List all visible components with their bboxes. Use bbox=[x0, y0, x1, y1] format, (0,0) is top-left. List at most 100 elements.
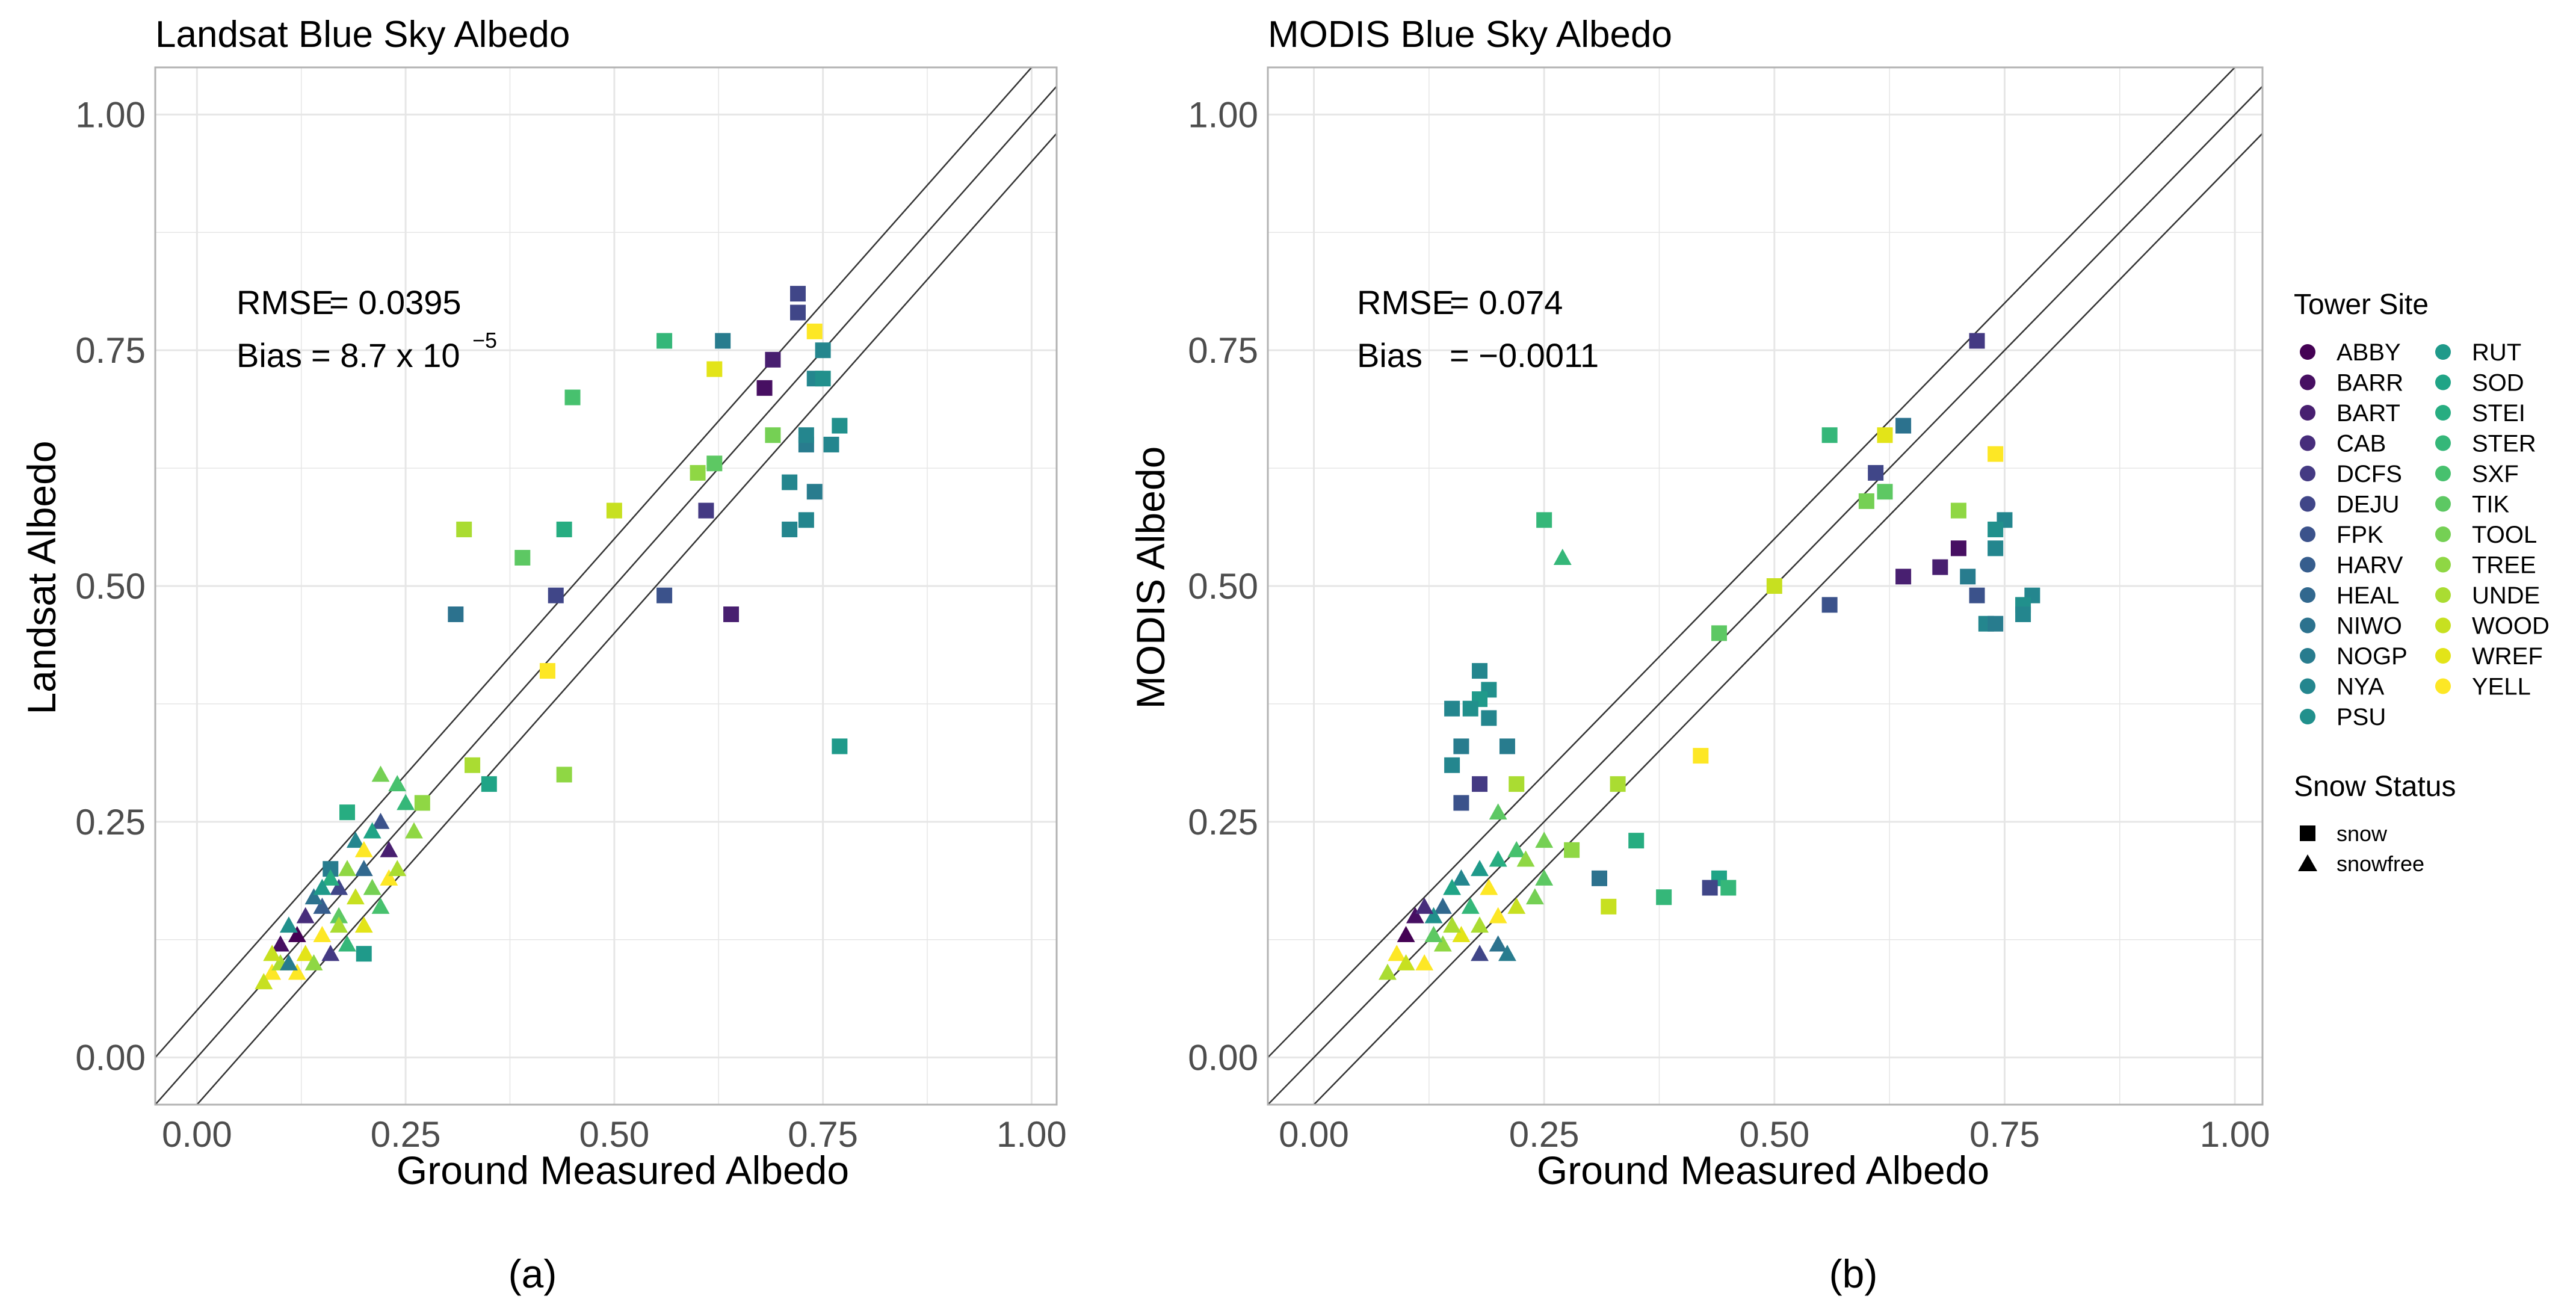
legend-site-swatch bbox=[2435, 405, 2451, 421]
legend-site-entry: FPK bbox=[2300, 522, 2383, 548]
legend-site-label: WREF bbox=[2472, 643, 2543, 670]
landsat-point-snowfree bbox=[388, 860, 407, 877]
legend-site-swatch bbox=[2300, 526, 2315, 542]
legend-site-label: DEJU bbox=[2337, 492, 2399, 518]
landsat-rmse-value: = 0.0395 bbox=[329, 283, 462, 321]
legend-site-swatch bbox=[2300, 709, 2315, 724]
modis-point-snowfree bbox=[1489, 850, 1507, 867]
modis-x-tick-label: 0.75 bbox=[1969, 1114, 2040, 1155]
landsat-point-snowfree bbox=[363, 878, 381, 895]
modis-point-snowfree bbox=[1480, 878, 1498, 895]
landsat-point-snowfree bbox=[380, 869, 398, 886]
legend-site-label: HARV bbox=[2337, 552, 2403, 579]
modis-point-snowfree bbox=[1471, 860, 1489, 877]
modis-reference-line bbox=[1268, 67, 2236, 1059]
landsat-point-snowfree bbox=[338, 935, 356, 952]
legend-site-swatch bbox=[2300, 587, 2315, 603]
landsat-bias-exponent: −5 bbox=[472, 328, 497, 353]
legend: Tower Site ABBY BARR BART CAB DCFS DEJU FPK HAR… bbox=[2294, 289, 2550, 876]
modis-point-snow bbox=[1711, 625, 1727, 641]
modis-point-snow bbox=[1969, 333, 1985, 349]
landsat-point-snow bbox=[765, 427, 781, 443]
modis-point-snow bbox=[1988, 540, 2004, 557]
landsat-point-snow bbox=[690, 464, 706, 481]
landsat-point-snow bbox=[481, 776, 497, 792]
landsat-point-snowfree bbox=[255, 973, 273, 990]
landsat-point-snowfree bbox=[354, 841, 373, 857]
legend-status-entry: snow bbox=[2300, 821, 2388, 846]
legend-site-label: NYA bbox=[2337, 674, 2385, 700]
legend-site-swatch bbox=[2300, 617, 2315, 634]
modis-y-tick-labels: 0.00 0.25 0.50 0.75 1.00 bbox=[1188, 94, 1258, 1078]
legend-site-entry: YELL bbox=[2435, 674, 2531, 700]
landsat-point-snow bbox=[798, 512, 814, 528]
modis-point-snow bbox=[1932, 559, 1948, 575]
modis-point-snow bbox=[1564, 842, 1580, 858]
landsat-point-snow bbox=[448, 606, 464, 623]
legend-status-swatch-triangle bbox=[2298, 854, 2317, 871]
modis-point-snow bbox=[1858, 493, 1874, 509]
modis-point-snowfree bbox=[1433, 897, 1452, 914]
legend-status-title: Snow Status bbox=[2294, 771, 2456, 803]
modis-point-snow bbox=[1868, 464, 1884, 481]
landsat-point-snow bbox=[715, 333, 731, 349]
modis-point-snow bbox=[1950, 502, 1966, 519]
landsat-point-snowfree bbox=[354, 916, 373, 933]
legend-site-entry: STEI bbox=[2435, 400, 2525, 427]
modis-point-snowfree bbox=[1471, 945, 1489, 961]
landsat-y-tick-label: 0.00 bbox=[75, 1038, 146, 1078]
modis-point-snowfree bbox=[1424, 925, 1443, 942]
landsat-point-snowfree bbox=[263, 963, 282, 980]
legend-site-label: NOGP bbox=[2337, 643, 2408, 670]
modis-point-snow bbox=[1610, 776, 1626, 792]
modis-x-tick-label: 1.00 bbox=[2200, 1114, 2270, 1155]
modis-rmse-value: = 0.074 bbox=[1450, 283, 1563, 321]
modis-x-tick-label: 0.00 bbox=[1279, 1114, 1349, 1155]
landsat-point-snow bbox=[706, 455, 723, 472]
landsat-point-snow bbox=[723, 606, 740, 623]
modis-panel-title: MODIS Blue Sky Albedo bbox=[1268, 14, 1672, 55]
modis-point-snow bbox=[1693, 748, 1709, 764]
legend-site-entry: BART bbox=[2300, 400, 2400, 427]
modis-x-tick-label: 0.50 bbox=[1739, 1114, 1809, 1155]
legend-site-entry: STER bbox=[2435, 431, 2536, 457]
legend-site-swatch bbox=[2435, 435, 2451, 451]
modis-stats-annotation: RMSE = 0.074 Bias = −0.0011 bbox=[1357, 283, 1599, 374]
legend-status-label: snowfree bbox=[2337, 851, 2424, 876]
landsat-bias-value: = 8.7 x 10 bbox=[311, 336, 460, 374]
modis-bias-value: = −0.0011 bbox=[1450, 336, 1599, 374]
landsat-point-snow bbox=[832, 738, 848, 754]
legend-site-label: BARR bbox=[2337, 370, 2403, 396]
landsat-point-snow bbox=[465, 757, 481, 773]
landsat-point-snowfree bbox=[288, 963, 306, 980]
legend-site-label: TOOL bbox=[2472, 522, 2537, 548]
landsat-point-snow bbox=[656, 587, 673, 603]
legend-site-label: BART bbox=[2337, 400, 2400, 427]
modis-point-snowfree bbox=[1489, 935, 1507, 952]
legend-site-label: TIK bbox=[2472, 492, 2510, 518]
modis-panel-caption: (b) bbox=[1829, 1251, 1878, 1296]
legend-site-entry: DEJU bbox=[2300, 492, 2399, 518]
modis-point-snowfree bbox=[1461, 897, 1480, 914]
legend-site-swatch bbox=[2300, 557, 2315, 573]
landsat-point-snowfree bbox=[388, 775, 407, 792]
modis-bias-label: Bias bbox=[1357, 336, 1422, 374]
landsat-x-tick-label: 0.00 bbox=[162, 1114, 232, 1155]
legend-status-label: snow bbox=[2337, 821, 2388, 846]
legend-status-entry: snowfree bbox=[2298, 851, 2424, 876]
legend-site-entry: HARV bbox=[2300, 552, 2403, 579]
landsat-point-snowfree bbox=[321, 945, 340, 961]
legend-site-label: DCFS bbox=[2337, 461, 2402, 487]
modis-y-tick-label: 0.50 bbox=[1188, 566, 1258, 606]
modis-point-snow bbox=[1988, 521, 2004, 537]
legend-site-swatch bbox=[2435, 374, 2451, 390]
legend-site-label: STEI bbox=[2472, 400, 2525, 427]
modis-point-snowfree bbox=[1397, 925, 1415, 942]
legend-site-label: WOOD bbox=[2472, 613, 2550, 640]
legend-site-entries: ABBY BARR BART CAB DCFS DEJU FPK HARV HEAL NIWO NO… bbox=[2300, 339, 2550, 730]
modis-point-snowfree bbox=[1415, 897, 1434, 914]
landsat-y-tick-label: 1.00 bbox=[75, 94, 146, 135]
modis-point-snow bbox=[1960, 569, 1976, 585]
landsat-reference-lines bbox=[155, 67, 1057, 1105]
legend-site-entry: NIWO bbox=[2300, 613, 2402, 640]
